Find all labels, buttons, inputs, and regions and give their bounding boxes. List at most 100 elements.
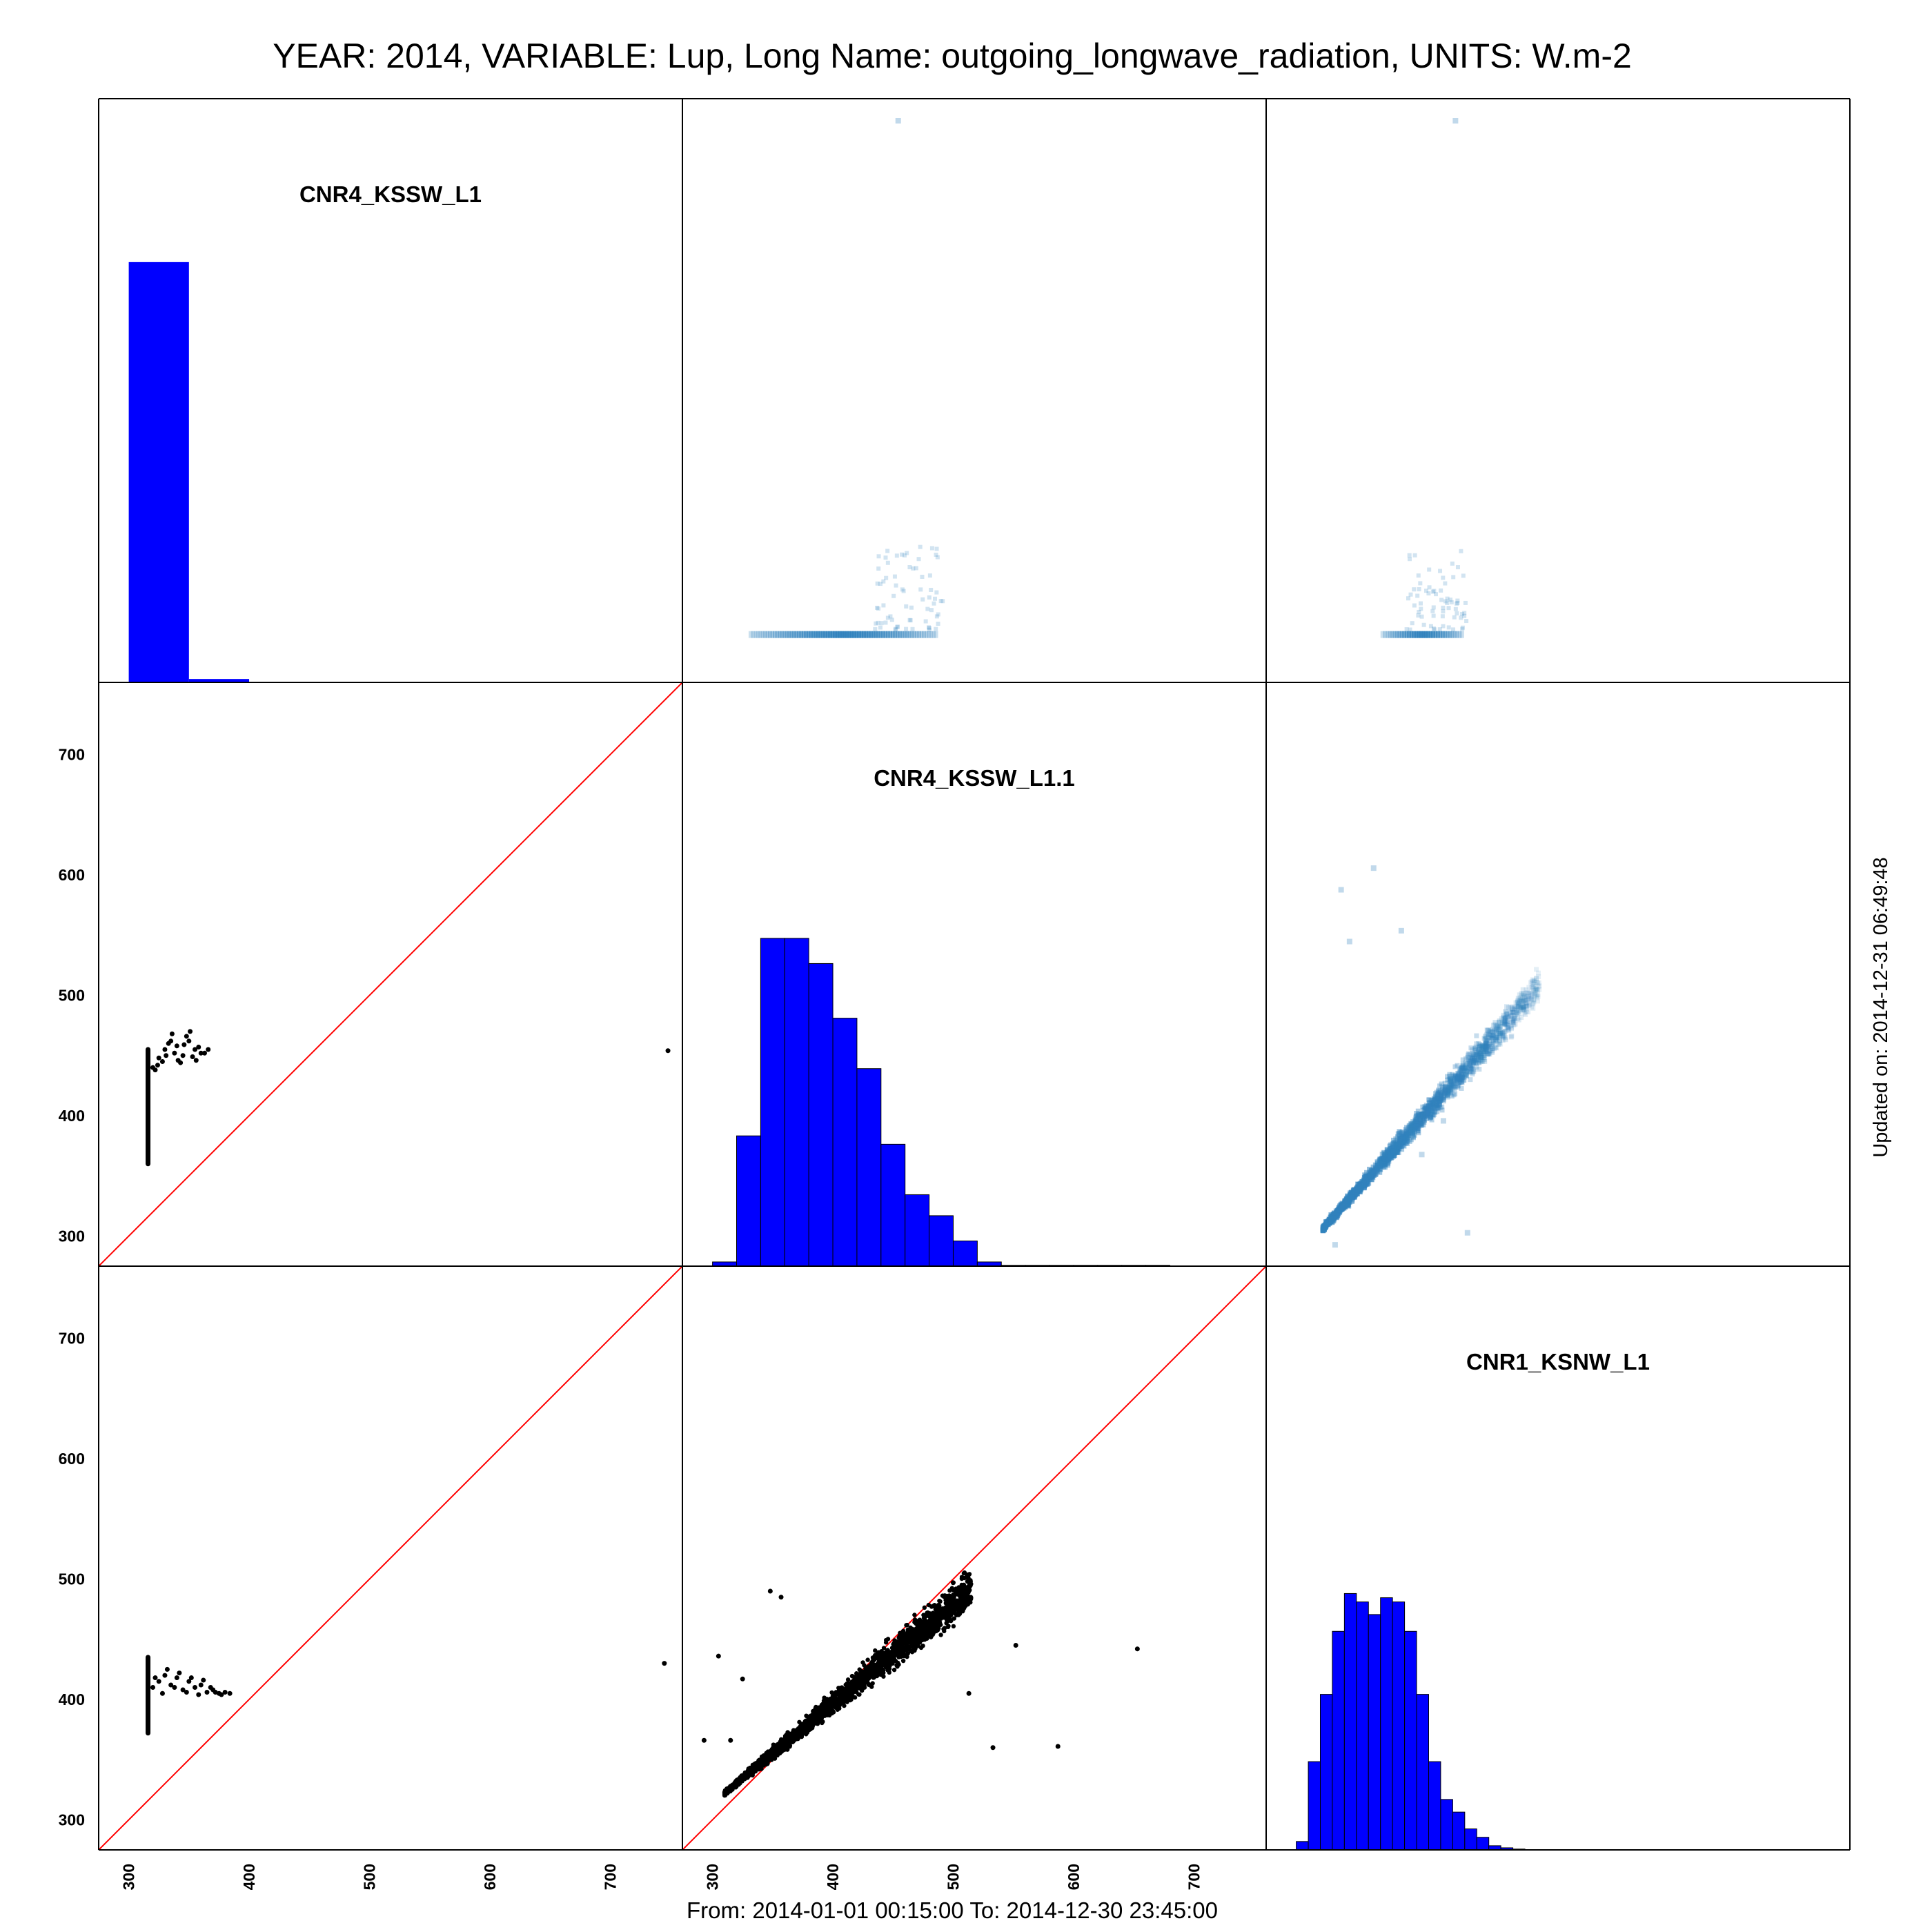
data-point: [172, 1050, 177, 1056]
density-cell: [1530, 980, 1536, 986]
density-cell: [1488, 1033, 1493, 1038]
data-point: [213, 1689, 218, 1695]
density-cell: [1531, 988, 1537, 994]
density-cell: [1388, 1150, 1393, 1156]
density-cell: [1479, 1054, 1485, 1060]
density-cell: [1476, 1041, 1481, 1046]
data-point: [908, 1633, 913, 1638]
density-cell: [1472, 1056, 1477, 1061]
density-cell: [1463, 1073, 1469, 1078]
density-cell: [1399, 1135, 1405, 1141]
density-cell: [1441, 1089, 1447, 1094]
density-cell: [1444, 1092, 1450, 1098]
density-cell: [1386, 1156, 1392, 1162]
data-point: [168, 1682, 174, 1688]
density-cell: [1399, 1144, 1404, 1150]
density-cell: [1481, 1045, 1486, 1050]
data-point: [962, 1570, 967, 1575]
density-cell: [1406, 1133, 1412, 1138]
density-cell: [1505, 1025, 1510, 1030]
density-cell: [787, 631, 791, 638]
density-cell: [1426, 1110, 1431, 1116]
density-cell: [1519, 1005, 1524, 1011]
panel-title-3: CNR1_KSNW_L1: [1466, 1349, 1650, 1374]
density-cell: [1481, 1055, 1487, 1061]
density-cell: [1477, 1051, 1482, 1056]
density-cell: [1455, 1077, 1460, 1083]
density-cell: [1412, 1132, 1417, 1138]
density-cell: [1475, 1047, 1481, 1052]
density-cell: [1472, 1046, 1477, 1052]
density-cell: [1520, 987, 1526, 992]
density-cell: [1421, 1111, 1426, 1116]
density-cell: [1414, 1119, 1419, 1125]
density-cell: [1392, 1148, 1398, 1154]
density-cell: [1474, 1049, 1479, 1055]
density-cell: [1472, 1057, 1477, 1063]
density-cell: [1404, 1141, 1410, 1146]
density-cell: [1442, 1081, 1448, 1086]
density-cell: [1518, 998, 1524, 1004]
density-cell: [1529, 1005, 1535, 1010]
density-cell: [1501, 1012, 1506, 1018]
density-cell: [1436, 1096, 1441, 1102]
density-cell: [1535, 980, 1540, 985]
density-cell: [1480, 1046, 1486, 1052]
density-cell: [934, 552, 938, 557]
density-cell: [898, 631, 903, 638]
density-cell: [909, 605, 914, 610]
density-cell: [935, 555, 940, 560]
density-cell: [1438, 1092, 1443, 1097]
density-cell: [1463, 1062, 1469, 1067]
density-cell: [1407, 553, 1412, 558]
density-cell: [1474, 1056, 1479, 1062]
data-point: [856, 1682, 862, 1686]
data-point: [918, 1645, 924, 1650]
density-cell: [1445, 1094, 1450, 1100]
density-cell: [1526, 1000, 1532, 1006]
density-cell: [1463, 1067, 1469, 1073]
density-cell: [1442, 1087, 1448, 1093]
density-cell: [1377, 1161, 1383, 1166]
density-cell: [1450, 1072, 1455, 1077]
density-cell: [1452, 1072, 1458, 1078]
density-cell: [1450, 1082, 1456, 1087]
density-cell: [1411, 1122, 1417, 1127]
data-point: [832, 1701, 838, 1706]
density-cell: [1521, 1004, 1526, 1009]
histogram-bar: [1368, 1614, 1381, 1851]
density-cell: [1459, 1065, 1464, 1071]
density-cell: [1487, 1041, 1492, 1047]
density-cell: [1534, 992, 1539, 998]
density-cell: [1378, 1159, 1383, 1165]
density-cell: [1439, 1081, 1444, 1087]
density-cell: [1459, 1077, 1464, 1083]
density-cell: [1349, 1194, 1354, 1200]
density-cell: [1383, 1154, 1388, 1160]
density-cell: [1376, 1166, 1381, 1172]
density-cell: [1523, 997, 1528, 1003]
density-cell: [891, 593, 896, 598]
density-cell: [1377, 1163, 1383, 1169]
density-cell: [1439, 1107, 1445, 1113]
data-point: [949, 1608, 954, 1613]
density-cell: [1423, 1107, 1428, 1113]
density-outlier: [1338, 887, 1344, 893]
density-cell: [1435, 1101, 1441, 1106]
density-cell: [811, 631, 816, 638]
density-cell: [1434, 1099, 1439, 1105]
density-cell: [1530, 1005, 1536, 1011]
density-cell: [1467, 1065, 1472, 1070]
density-cell: [1493, 1035, 1499, 1041]
density-cell: [1486, 1034, 1491, 1040]
density-cell: [1436, 1099, 1441, 1105]
density-cell: [1443, 1090, 1449, 1096]
density-cell: [878, 631, 883, 638]
density-cell: [1389, 1152, 1394, 1157]
density-cell: [1395, 1150, 1401, 1156]
density-cell: [1425, 1110, 1430, 1116]
data-point: [186, 1038, 192, 1044]
density-cell: [1423, 1112, 1429, 1117]
density-cell: [1378, 1161, 1383, 1167]
density-cell: [925, 607, 930, 611]
